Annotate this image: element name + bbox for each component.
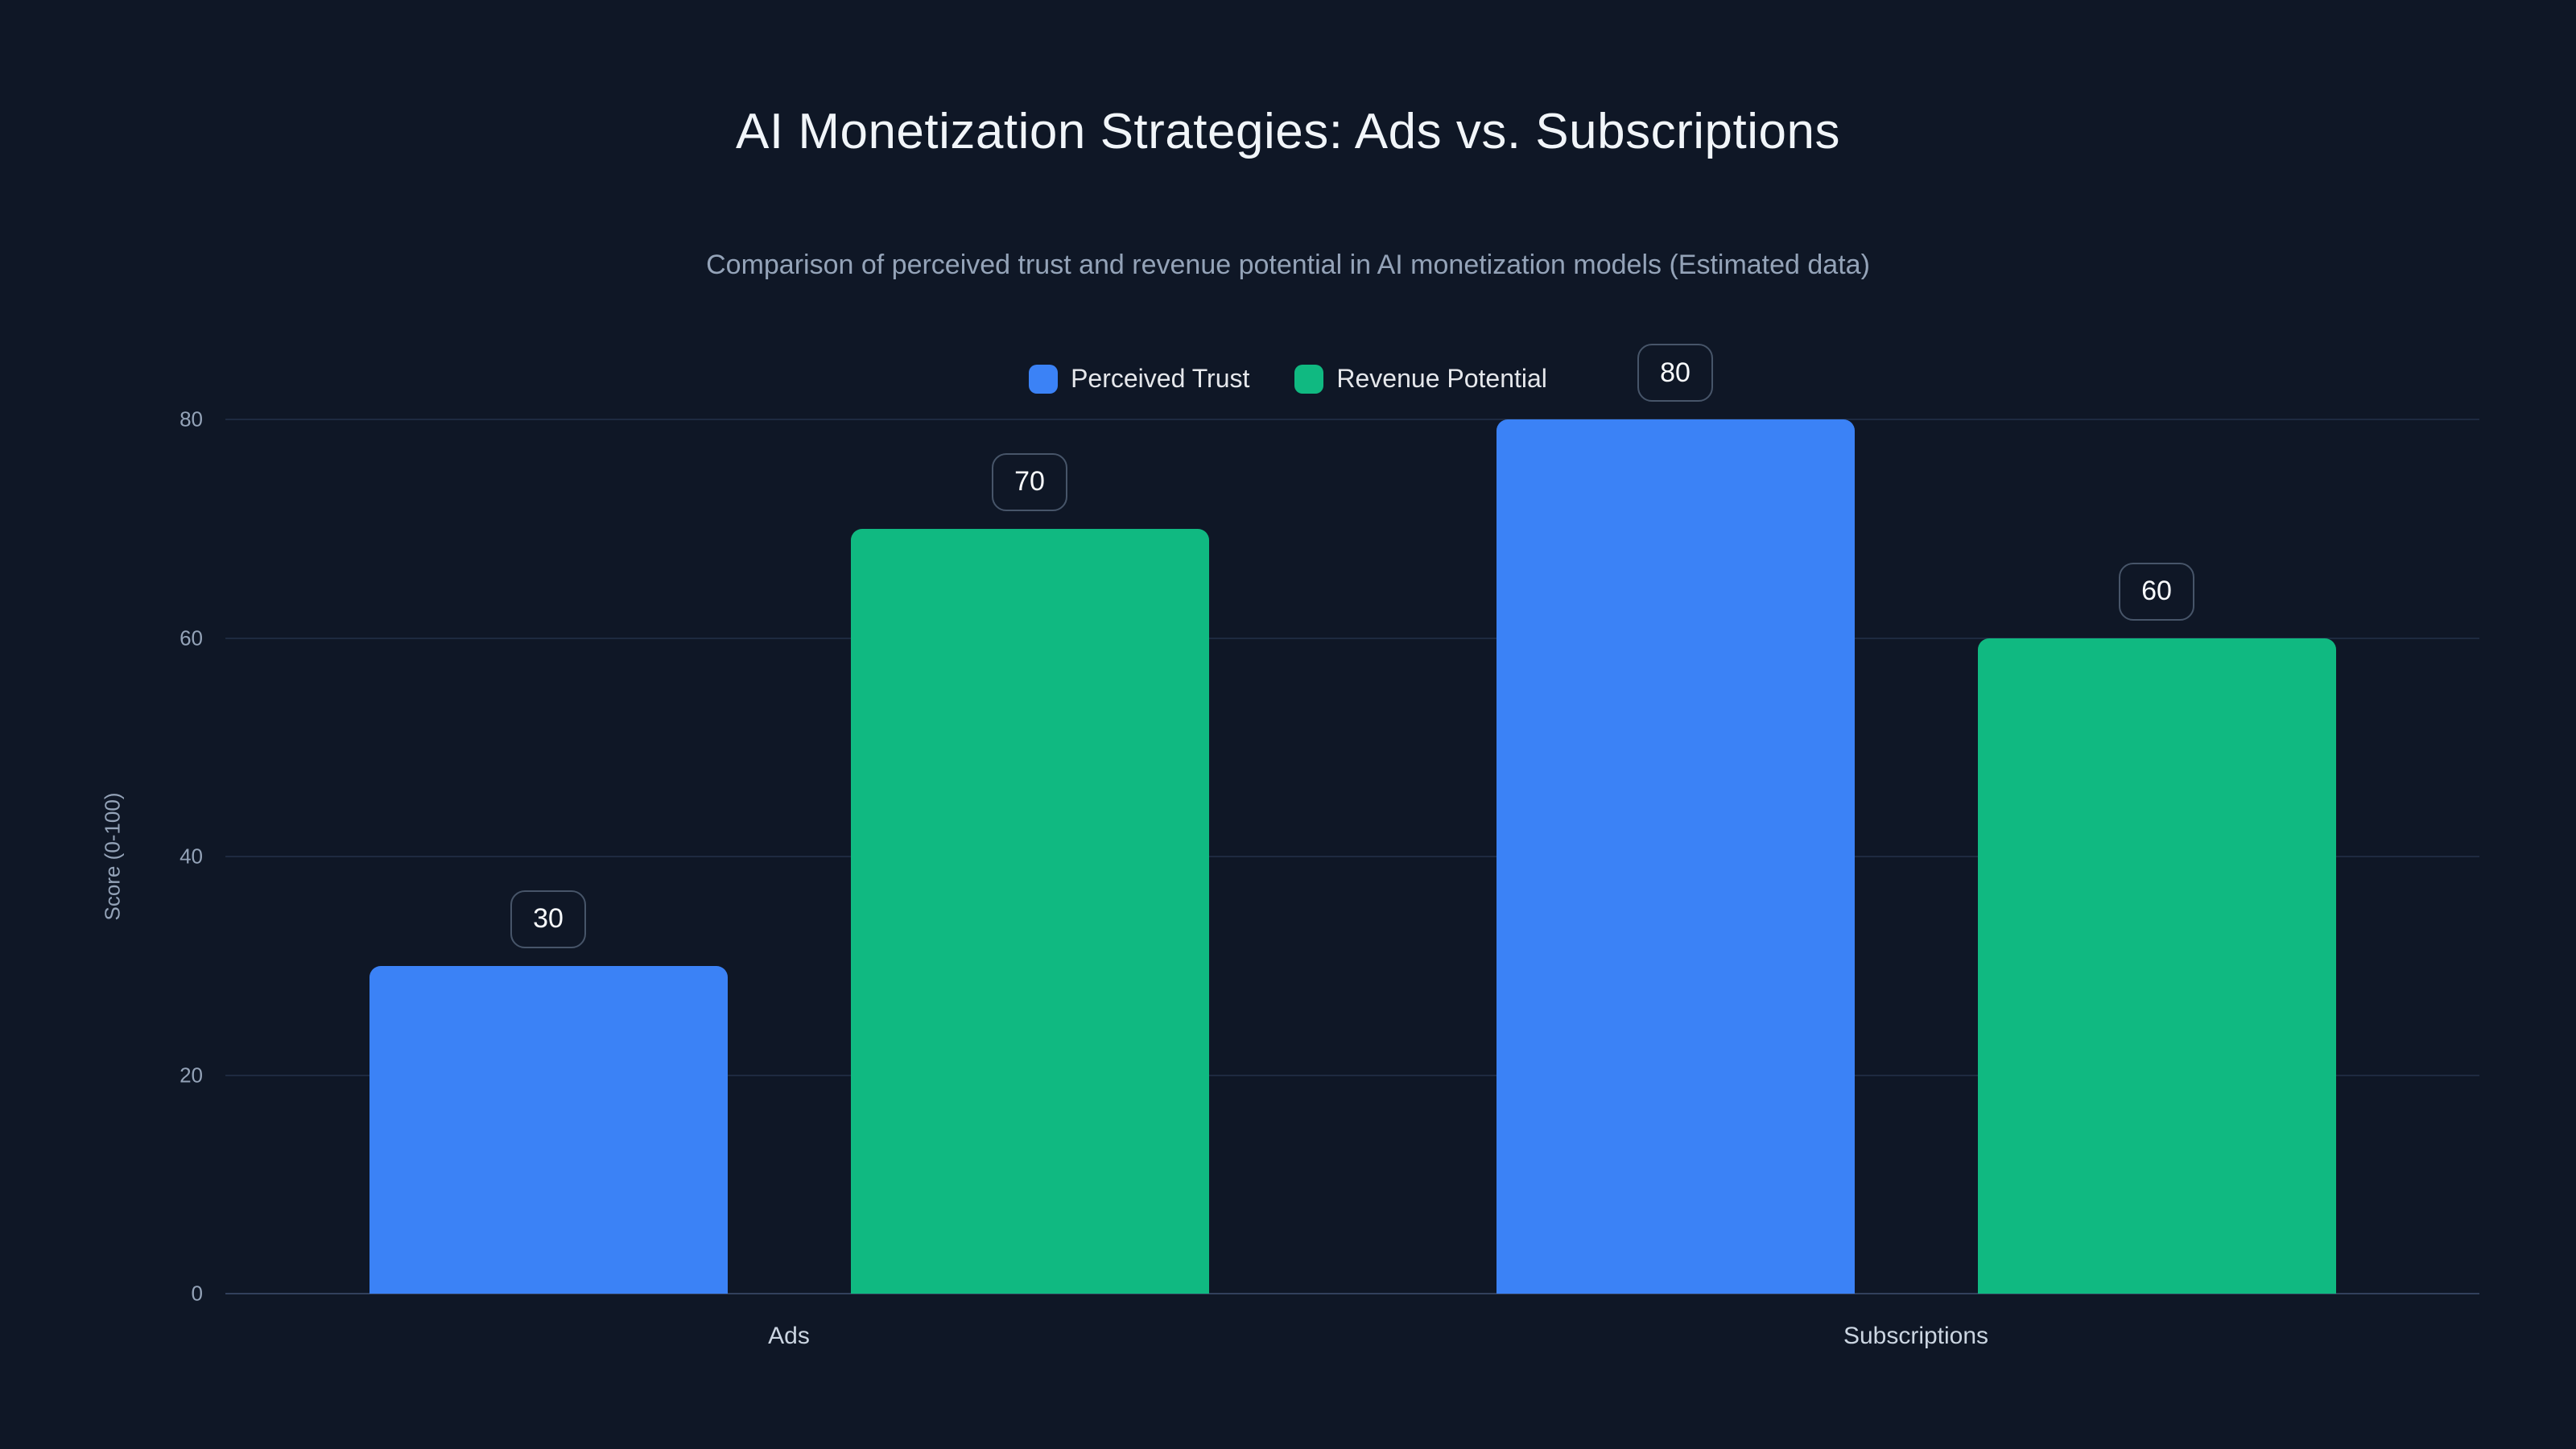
bar-subscriptions-revenue-potential[interactable] xyxy=(1977,638,2336,1294)
value-label-badge-ads-perceived-trust: 30 xyxy=(510,890,586,948)
gridline-80 xyxy=(225,419,2479,420)
y-tick-label-40: 40 xyxy=(180,844,203,869)
x-axis-category-label-ads: Ads xyxy=(768,1323,810,1349)
plot-area: 0 20 40 60 80 30 70 Ads 80 60 Subscriptions xyxy=(180,344,2479,1349)
gridline-20 xyxy=(225,1074,2479,1076)
legend: Perceived Trust Revenue Potential xyxy=(0,364,2576,394)
legend-item-revenue-potential[interactable]: Revenue Potential xyxy=(1294,364,1547,394)
gridline-40 xyxy=(225,856,2479,857)
y-tick-label-60: 60 xyxy=(180,625,203,650)
y-tick-label-20: 20 xyxy=(180,1063,203,1087)
y-tick-label-0: 0 xyxy=(191,1281,203,1306)
legend-swatch-perceived-trust xyxy=(1029,364,1059,394)
x-axis-category-label-subscriptions: Subscriptions xyxy=(1843,1323,1989,1349)
y-axis-title: Score (0-100) xyxy=(100,792,125,921)
legend-item-perceived-trust[interactable]: Perceived Trust xyxy=(1029,364,1249,394)
gridline-60 xyxy=(225,637,2479,639)
legend-label: Perceived Trust xyxy=(1071,364,1250,393)
y-tick-label-80: 80 xyxy=(180,407,203,431)
value-label-badge-subscriptions-perceived-trust: 80 xyxy=(1637,344,1713,402)
value-label-badge-subscriptions-revenue-potential: 60 xyxy=(2119,562,2194,621)
legend-label: Revenue Potential xyxy=(1336,364,1547,393)
bar-subscriptions-perceived-trust[interactable] xyxy=(1496,419,1855,1294)
chart-title: AI Monetization Strategies: Ads vs. Subs… xyxy=(736,104,1840,159)
legend-swatch-revenue-potential xyxy=(1294,364,1324,394)
chart-subtitle: Comparison of perceived trust and revenu… xyxy=(706,250,1870,280)
value-label-badge-ads-revenue-potential: 70 xyxy=(992,452,1067,511)
bar-ads-revenue-potential[interactable] xyxy=(850,528,1209,1294)
bar-ads-perceived-trust[interactable] xyxy=(369,965,728,1294)
x-axis-baseline xyxy=(225,1293,2479,1294)
